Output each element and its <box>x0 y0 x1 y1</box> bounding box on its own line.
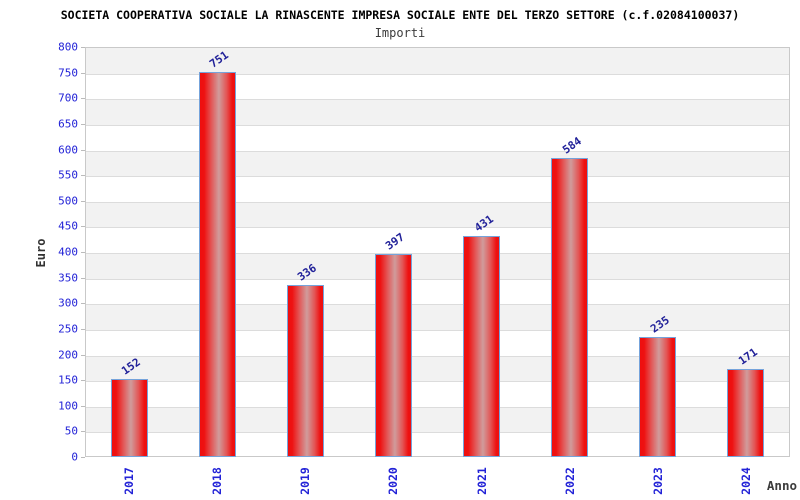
gridline <box>86 150 789 152</box>
chart-subtitle: Importi <box>374 26 426 40</box>
y-tick-mark <box>81 405 85 407</box>
chart-title: SOCIETA COOPERATIVA SOCIALE LA RINASCENT… <box>60 8 740 22</box>
y-tick-label: 500 <box>58 194 78 208</box>
bar-2022 <box>551 157 589 457</box>
y-tick-mark <box>81 200 85 202</box>
gridline <box>86 253 789 254</box>
y-tick-label: 700 <box>58 91 78 105</box>
x-tick-label: 2019 <box>298 467 313 495</box>
y-tick-label: 400 <box>58 245 78 259</box>
y-tick-label: 350 <box>58 271 78 285</box>
x-tick-label: 2020 <box>386 467 401 495</box>
x-tick-label: 2018 <box>210 467 225 495</box>
bar-2024 <box>727 369 765 457</box>
x-tick-label: 2022 <box>562 467 577 495</box>
gridline <box>86 201 789 203</box>
y-tick-mark <box>81 277 85 279</box>
y-tick-mark <box>81 47 85 48</box>
y-tick-label: 650 <box>58 117 78 131</box>
y-tick-mark <box>81 252 85 253</box>
gridline <box>86 432 789 434</box>
y-tick-mark <box>81 328 85 330</box>
gridline <box>86 227 789 229</box>
x-tick-label: 2017 <box>122 467 137 495</box>
gridline <box>86 355 789 357</box>
y-axis-title: Euro <box>34 238 48 268</box>
gridline <box>86 381 789 383</box>
y-tick-label: 600 <box>58 143 78 156</box>
y-tick-mark <box>81 226 85 228</box>
y-tick-label: 300 <box>58 296 78 310</box>
x-axis-title: Anno <box>766 478 797 493</box>
plot-band <box>86 99 789 125</box>
bar-2023 <box>639 336 677 457</box>
y-tick-mark <box>81 380 85 382</box>
y-tick-mark <box>81 123 85 125</box>
gridline <box>86 278 789 280</box>
plot-band <box>86 304 789 330</box>
bar-2020 <box>374 253 412 457</box>
x-tick-label: 2024 <box>738 467 753 495</box>
plot-band <box>86 150 789 177</box>
gridline <box>86 406 789 408</box>
y-tick-label: 250 <box>58 322 78 336</box>
y-tick-mark <box>81 175 85 177</box>
plot-band <box>86 355 789 382</box>
bar-2017 <box>110 379 148 457</box>
y-tick-label: 0 <box>71 450 78 464</box>
gridline <box>86 99 789 101</box>
plot-band <box>86 406 789 433</box>
y-tick-label: 450 <box>58 219 78 233</box>
plot-band <box>86 201 789 228</box>
x-tick-label: 2023 <box>650 467 665 495</box>
y-tick-label: 100 <box>58 399 78 413</box>
y-tick-label: 200 <box>58 348 78 361</box>
gridline <box>86 124 789 126</box>
x-tick-label: 2021 <box>474 467 489 495</box>
y-tick-mark <box>81 303 85 305</box>
plot-band <box>86 253 789 279</box>
gridline <box>86 73 789 75</box>
y-tick-label: 50 <box>64 424 78 438</box>
bar-2019 <box>286 284 324 457</box>
plot-band <box>86 48 789 74</box>
gridline <box>86 329 789 331</box>
y-tick-label: 150 <box>58 373 78 387</box>
plot-area <box>85 47 790 457</box>
y-tick-mark <box>81 457 85 458</box>
y-tick-label: 800 <box>58 40 78 54</box>
y-tick-mark <box>81 98 85 100</box>
bar-2018 <box>198 72 236 457</box>
gridline <box>86 176 789 178</box>
y-tick-label: 750 <box>58 66 78 80</box>
y-tick-mark <box>81 431 85 433</box>
y-tick-mark <box>81 72 85 74</box>
y-tick-mark <box>81 149 85 151</box>
bar-2021 <box>463 236 501 457</box>
y-tick-mark <box>81 354 85 356</box>
gridline <box>86 304 789 306</box>
y-tick-label: 550 <box>58 168 78 182</box>
